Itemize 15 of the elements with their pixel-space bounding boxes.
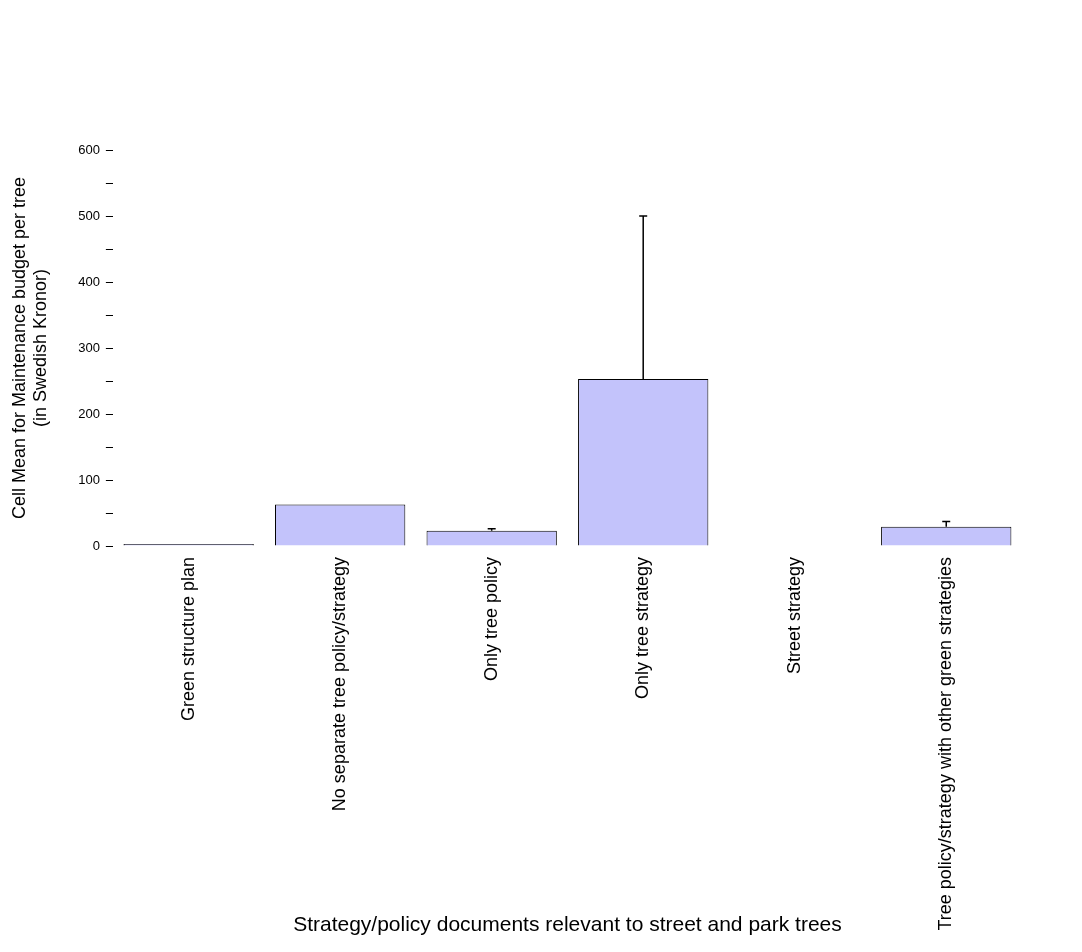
- y-axis-title: Cell Mean for Maintenance budget per tree (in Swedish Kronor): [8, 176, 51, 520]
- x-tick-label: Green structure plan: [177, 557, 198, 722]
- y-tick-label: 0: [92, 537, 100, 553]
- x-tick-label: Tree policy/strategy with other green strategies: [935, 557, 956, 931]
- y-tick-label: 500: [78, 207, 100, 223]
- x-tick-label: Only tree strategy: [632, 557, 653, 700]
- y-tick-label: 300: [78, 339, 100, 355]
- x-axis-title: Strategy/policy documents relevant to street and park trees: [293, 912, 842, 936]
- y-tick-label: 600: [78, 141, 100, 157]
- y-tick-label: 100: [78, 471, 100, 487]
- y-tick-label: 400: [78, 273, 100, 289]
- x-tick-label: No separate tree policy/strategy: [329, 557, 350, 812]
- x-tick-label: Street strategy: [783, 557, 804, 675]
- y-tick-label: 200: [78, 405, 100, 421]
- x-tick-label: Only tree policy: [480, 557, 501, 682]
